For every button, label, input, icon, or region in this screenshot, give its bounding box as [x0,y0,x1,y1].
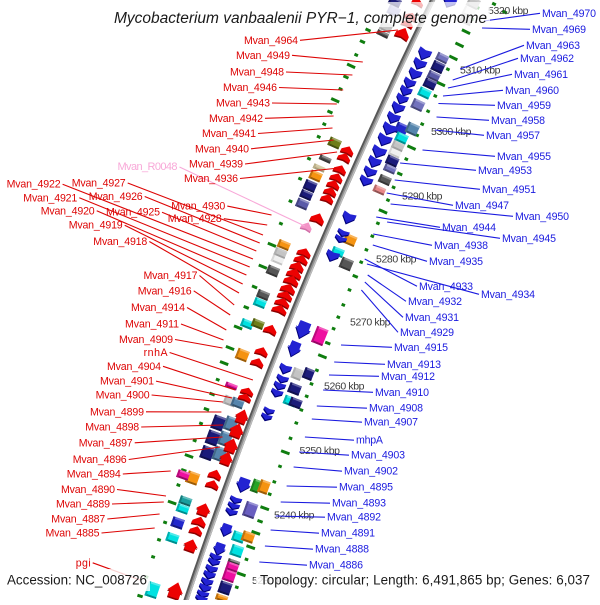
svg-text:Mvan_4921: Mvan_4921 [23,192,77,204]
svg-text:Mvan_4939: Mvan_4939 [189,159,243,171]
svg-text:Mvan_4912: Mvan_4912 [381,371,435,383]
svg-text:Mvan_4929: Mvan_4929 [400,327,454,339]
svg-text:Mvan_4922: Mvan_4922 [7,179,61,191]
svg-text:Mvan_4947: Mvan_4947 [455,200,509,212]
svg-text:Mvan_4949: Mvan_4949 [236,50,290,62]
svg-text:Mvan_4953: Mvan_4953 [478,165,532,177]
svg-text:Mvan_R0048: Mvan_R0048 [118,161,178,173]
svg-text:Mvan_4969: Mvan_4969 [532,24,586,36]
svg-text:Mvan_4907: Mvan_4907 [364,417,418,429]
svg-text:Mvan_4928: Mvan_4928 [168,213,222,225]
svg-text:Mvan_4889: Mvan_4889 [56,499,110,511]
svg-text:Mvan_4915: Mvan_4915 [394,342,448,354]
svg-text:Mvan_4941: Mvan_4941 [202,128,256,140]
svg-text:Mvan_4934: Mvan_4934 [481,289,535,301]
svg-text:pgi: pgi [76,557,91,569]
svg-text:Mvan_4909: Mvan_4909 [119,334,173,346]
svg-text:Mvan_4902: Mvan_4902 [344,466,398,478]
svg-text:5250 kbp: 5250 kbp [300,445,341,457]
svg-text:Mvan_4962: Mvan_4962 [520,53,574,65]
svg-text:Mvan_4970: Mvan_4970 [542,8,596,20]
svg-text:Mvan_4920: Mvan_4920 [41,205,95,217]
svg-text:Mvan_4911: Mvan_4911 [125,319,179,331]
svg-text:Mvan_4900: Mvan_4900 [96,390,150,402]
svg-text:Mvan_4913: Mvan_4913 [387,359,441,371]
svg-text:Mycobacterium vanbaalenii PYR−: Mycobacterium vanbaalenii PYR−1, complet… [114,10,487,27]
svg-text:Mvan_4885: Mvan_4885 [46,528,100,540]
svg-text:Mvan_4903: Mvan_4903 [351,450,405,462]
svg-text:Mvan_4963: Mvan_4963 [526,40,580,52]
svg-text:Mvan_4932: Mvan_4932 [408,296,462,308]
svg-text:Mvan_4961: Mvan_4961 [514,69,568,81]
svg-text:Mvan_4964: Mvan_4964 [244,35,298,47]
svg-text:Mvan_4942: Mvan_4942 [209,113,263,125]
svg-text:Topology: circular; Length: 6,: Topology: circular; Length: 6,491,865 bp… [260,573,590,588]
svg-text:5280 kbp: 5280 kbp [376,254,417,266]
svg-text:Mvan_4930: Mvan_4930 [171,201,225,213]
svg-text:Mvan_4895: Mvan_4895 [339,482,393,494]
svg-text:Mvan_4958: Mvan_4958 [491,115,545,127]
svg-text:Mvan_4887: Mvan_4887 [51,514,105,526]
svg-text:Mvan_4914: Mvan_4914 [131,302,185,314]
svg-text:Mvan_4919: Mvan_4919 [69,220,123,232]
svg-text:Mvan_4933: Mvan_4933 [419,281,473,293]
svg-text:Mvan_4951: Mvan_4951 [482,184,536,196]
svg-text:Mvan_4935: Mvan_4935 [429,256,483,268]
svg-text:Mvan_4936: Mvan_4936 [184,173,238,185]
svg-text:Mvan_4897: Mvan_4897 [79,437,133,449]
svg-text:Mvan_4904: Mvan_4904 [107,361,161,373]
svg-text:Mvan_4959: Mvan_4959 [497,100,551,112]
svg-text:5240 kbp: 5240 kbp [274,510,315,522]
svg-text:Mvan_4945: Mvan_4945 [502,233,556,245]
svg-text:Mvan_4908: Mvan_4908 [369,403,423,415]
svg-text:Mvan_4886: Mvan_4886 [309,560,363,572]
svg-text:Mvan_4917: Mvan_4917 [144,270,198,282]
svg-text:Mvan_4940: Mvan_4940 [195,143,249,155]
svg-text:Mvan_4918: Mvan_4918 [93,236,147,248]
svg-text:Accession: NC_008726: Accession: NC_008726 [7,573,147,588]
svg-text:Mvan_4925: Mvan_4925 [106,207,160,219]
svg-text:Mvan_4891: Mvan_4891 [321,528,375,540]
svg-text:Mvan_4957: Mvan_4957 [486,130,540,142]
svg-text:Mvan_4943: Mvan_4943 [216,98,270,110]
svg-text:Mvan_4892: Mvan_4892 [327,512,381,524]
svg-text:Mvan_4931: Mvan_4931 [405,312,459,324]
svg-text:Mvan_4948: Mvan_4948 [230,67,284,79]
svg-text:Mvan_4916: Mvan_4916 [138,285,192,297]
svg-text:rnhA: rnhA [144,347,169,359]
svg-text:Mvan_4899: Mvan_4899 [90,406,144,418]
svg-text:Mvan_4898: Mvan_4898 [85,422,139,434]
svg-text:Mvan_4950: Mvan_4950 [515,211,569,223]
svg-text:mhpA: mhpA [356,435,384,447]
svg-text:Mvan_4927: Mvan_4927 [72,178,126,190]
svg-text:Mvan_4901: Mvan_4901 [100,376,154,388]
svg-text:Mvan_4960: Mvan_4960 [505,85,559,97]
svg-text:Mvan_4890: Mvan_4890 [61,484,115,496]
svg-text:Mvan_4888: Mvan_4888 [315,544,369,556]
svg-text:Mvan_4893: Mvan_4893 [332,498,386,510]
svg-text:Mvan_4955: Mvan_4955 [497,151,551,163]
svg-text:5270 kbp: 5270 kbp [350,317,391,329]
svg-text:Mvan_4944: Mvan_4944 [442,222,496,234]
svg-text:Mvan_4910: Mvan_4910 [375,387,429,399]
svg-text:Mvan_4896: Mvan_4896 [73,454,127,466]
svg-text:Mvan_4926: Mvan_4926 [89,191,143,203]
svg-text:Mvan_4938: Mvan_4938 [434,240,488,252]
svg-text:Mvan_4894: Mvan_4894 [67,469,121,481]
svg-text:Mvan_4946: Mvan_4946 [223,82,277,94]
